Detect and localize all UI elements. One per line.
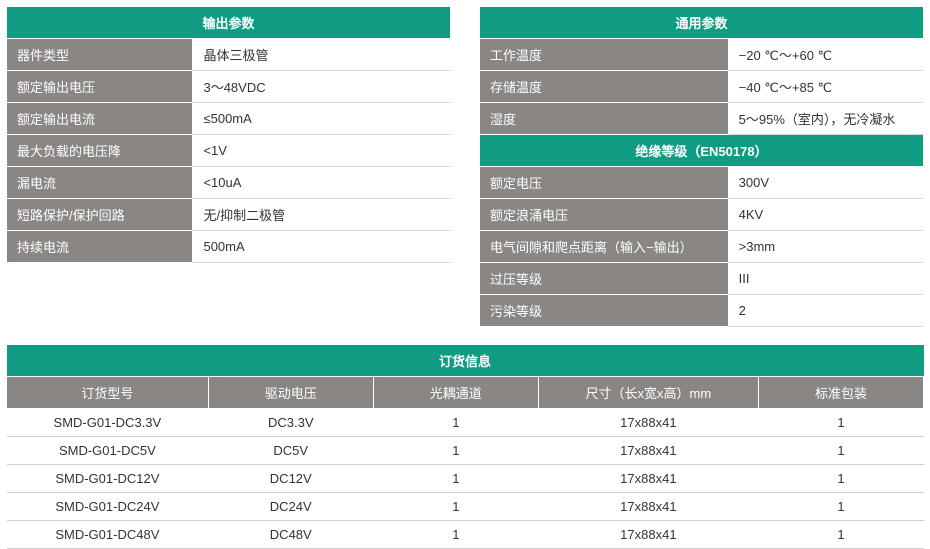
order-cell: SMD-G01-DC5V — [7, 437, 209, 465]
order-cell: 17x88x41 — [538, 409, 758, 437]
order-info-table: 订货信息 订货型号驱动电压光耦通道尺寸（长x宽x高）mm标准包装 SMD-G01… — [6, 345, 924, 549]
output-param-row: 最大负载的电压降<1V — [7, 135, 451, 167]
insulation-param-value: 2 — [728, 295, 923, 327]
order-cell: 1 — [758, 521, 923, 549]
output-param-label: 短路保护/保护回路 — [7, 199, 193, 231]
order-cell: 17x88x41 — [538, 493, 758, 521]
order-row: SMD-G01-DC12VDC12V117x88x411 — [7, 465, 924, 493]
output-param-value: 3～48VDC — [193, 71, 451, 103]
insulation-param-label: 污染等级 — [480, 295, 729, 327]
output-param-value: 晶体三极管 — [193, 39, 451, 71]
order-info-block: 订货信息 订货型号驱动电压光耦通道尺寸（长x宽x高）mm标准包装 SMD-G01… — [6, 345, 924, 549]
output-param-label: 最大负载的电压降 — [7, 135, 193, 167]
output-param-label: 器件类型 — [7, 39, 193, 71]
order-cell: 1 — [373, 521, 538, 549]
output-param-label: 额定输出电压 — [7, 71, 193, 103]
order-cell: 1 — [758, 493, 923, 521]
insulation-param-value: 300V — [728, 167, 923, 199]
general-param-label: 湿度 — [480, 103, 729, 135]
output-param-row: 短路保护/保护回路无/抑制二极管 — [7, 199, 451, 231]
order-row: SMD-G01-DC48VDC48V117x88x411 — [7, 521, 924, 549]
order-cell: DC24V — [208, 493, 373, 521]
order-row: SMD-G01-DC24VDC24V117x88x411 — [7, 493, 924, 521]
output-param-row: 持续电流500mA — [7, 231, 451, 263]
output-param-row: 器件类型晶体三极管 — [7, 39, 451, 71]
general-param-row: 湿度5～95%（室内），无冷凝水 — [480, 103, 924, 135]
output-param-value: ≤500mA — [193, 103, 451, 135]
order-info-title: 订货信息 — [7, 345, 924, 377]
output-param-value: <1V — [193, 135, 451, 167]
order-cell: SMD-G01-DC24V — [7, 493, 209, 521]
general-param-value: 5～95%（室内），无冷凝水 — [728, 103, 923, 135]
output-params-table: 输出参数 器件类型晶体三极管额定输出电压3～48VDC额定输出电流≤500mA最… — [6, 6, 451, 263]
general-params-table: 通用参数 工作温度−20 ℃～+60 ℃存储温度−40 ℃～+85 ℃湿度5～9… — [479, 6, 924, 327]
order-cell: 1 — [373, 493, 538, 521]
output-param-value: <10uA — [193, 167, 451, 199]
right-column: 通用参数 工作温度−20 ℃～+60 ℃存储温度−40 ℃～+85 ℃湿度5～9… — [479, 6, 924, 327]
order-cell: SMD-G01-DC3.3V — [7, 409, 209, 437]
order-cell: 17x88x41 — [538, 521, 758, 549]
insulation-param-label: 额定电压 — [480, 167, 729, 199]
general-param-value: −40 ℃～+85 ℃ — [728, 71, 923, 103]
order-cell: 1 — [373, 465, 538, 493]
general-param-label: 工作温度 — [480, 39, 729, 71]
insulation-param-value: 4KV — [728, 199, 923, 231]
insulation-param-value: >3mm — [728, 231, 923, 263]
order-cell: 17x88x41 — [538, 465, 758, 493]
output-param-row: 额定输出电流≤500mA — [7, 103, 451, 135]
order-cell: DC12V — [208, 465, 373, 493]
order-cell: 1 — [758, 465, 923, 493]
insulation-param-label: 电气间隙和爬点距离（输入−输出） — [480, 231, 729, 263]
output-param-row: 漏电流<10uA — [7, 167, 451, 199]
order-cell: SMD-G01-DC12V — [7, 465, 209, 493]
order-cell: 1 — [373, 409, 538, 437]
output-param-label: 漏电流 — [7, 167, 193, 199]
output-params-block: 输出参数 器件类型晶体三极管额定输出电压3～48VDC额定输出电流≤500mA最… — [6, 6, 451, 327]
output-param-label: 持续电流 — [7, 231, 193, 263]
general-param-row: 存储温度−40 ℃～+85 ℃ — [480, 71, 924, 103]
insulation-param-row: 电气间隙和爬点距离（输入−输出）>3mm — [480, 231, 924, 263]
insulation-param-row: 污染等级2 — [480, 295, 924, 327]
output-param-value: 500mA — [193, 231, 451, 263]
order-cell: 1 — [758, 437, 923, 465]
insulation-param-label: 额定浪涌电压 — [480, 199, 729, 231]
output-params-title: 输出参数 — [7, 7, 451, 39]
order-column-header: 订货型号 — [7, 377, 209, 409]
insulation-title: 绝缘等级（EN50178） — [480, 135, 924, 167]
order-column-header: 尺寸（长x宽x高）mm — [538, 377, 758, 409]
general-param-row: 工作温度−20 ℃～+60 ℃ — [480, 39, 924, 71]
order-column-header: 标准包装 — [758, 377, 923, 409]
output-param-row: 额定输出电压3～48VDC — [7, 71, 451, 103]
general-param-value: −20 ℃～+60 ℃ — [728, 39, 923, 71]
order-cell: DC5V — [208, 437, 373, 465]
insulation-param-label: 过压等级 — [480, 263, 729, 295]
order-cell: DC3.3V — [208, 409, 373, 437]
order-row: SMD-G01-DC3.3VDC3.3V117x88x411 — [7, 409, 924, 437]
insulation-param-row: 过压等级III — [480, 263, 924, 295]
insulation-param-row: 额定浪涌电压4KV — [480, 199, 924, 231]
order-cell: DC48V — [208, 521, 373, 549]
output-param-label: 额定输出电流 — [7, 103, 193, 135]
order-column-header: 驱动电压 — [208, 377, 373, 409]
order-cell: 1 — [373, 437, 538, 465]
insulation-param-value: III — [728, 263, 923, 295]
order-cell: 17x88x41 — [538, 437, 758, 465]
order-row: SMD-G01-DC5VDC5V117x88x411 — [7, 437, 924, 465]
order-column-header: 光耦通道 — [373, 377, 538, 409]
order-cell: 1 — [758, 409, 923, 437]
insulation-param-row: 额定电压300V — [480, 167, 924, 199]
order-cell: SMD-G01-DC48V — [7, 521, 209, 549]
output-param-value: 无/抑制二极管 — [193, 199, 451, 231]
general-param-label: 存储温度 — [480, 71, 729, 103]
general-params-title: 通用参数 — [480, 7, 924, 39]
